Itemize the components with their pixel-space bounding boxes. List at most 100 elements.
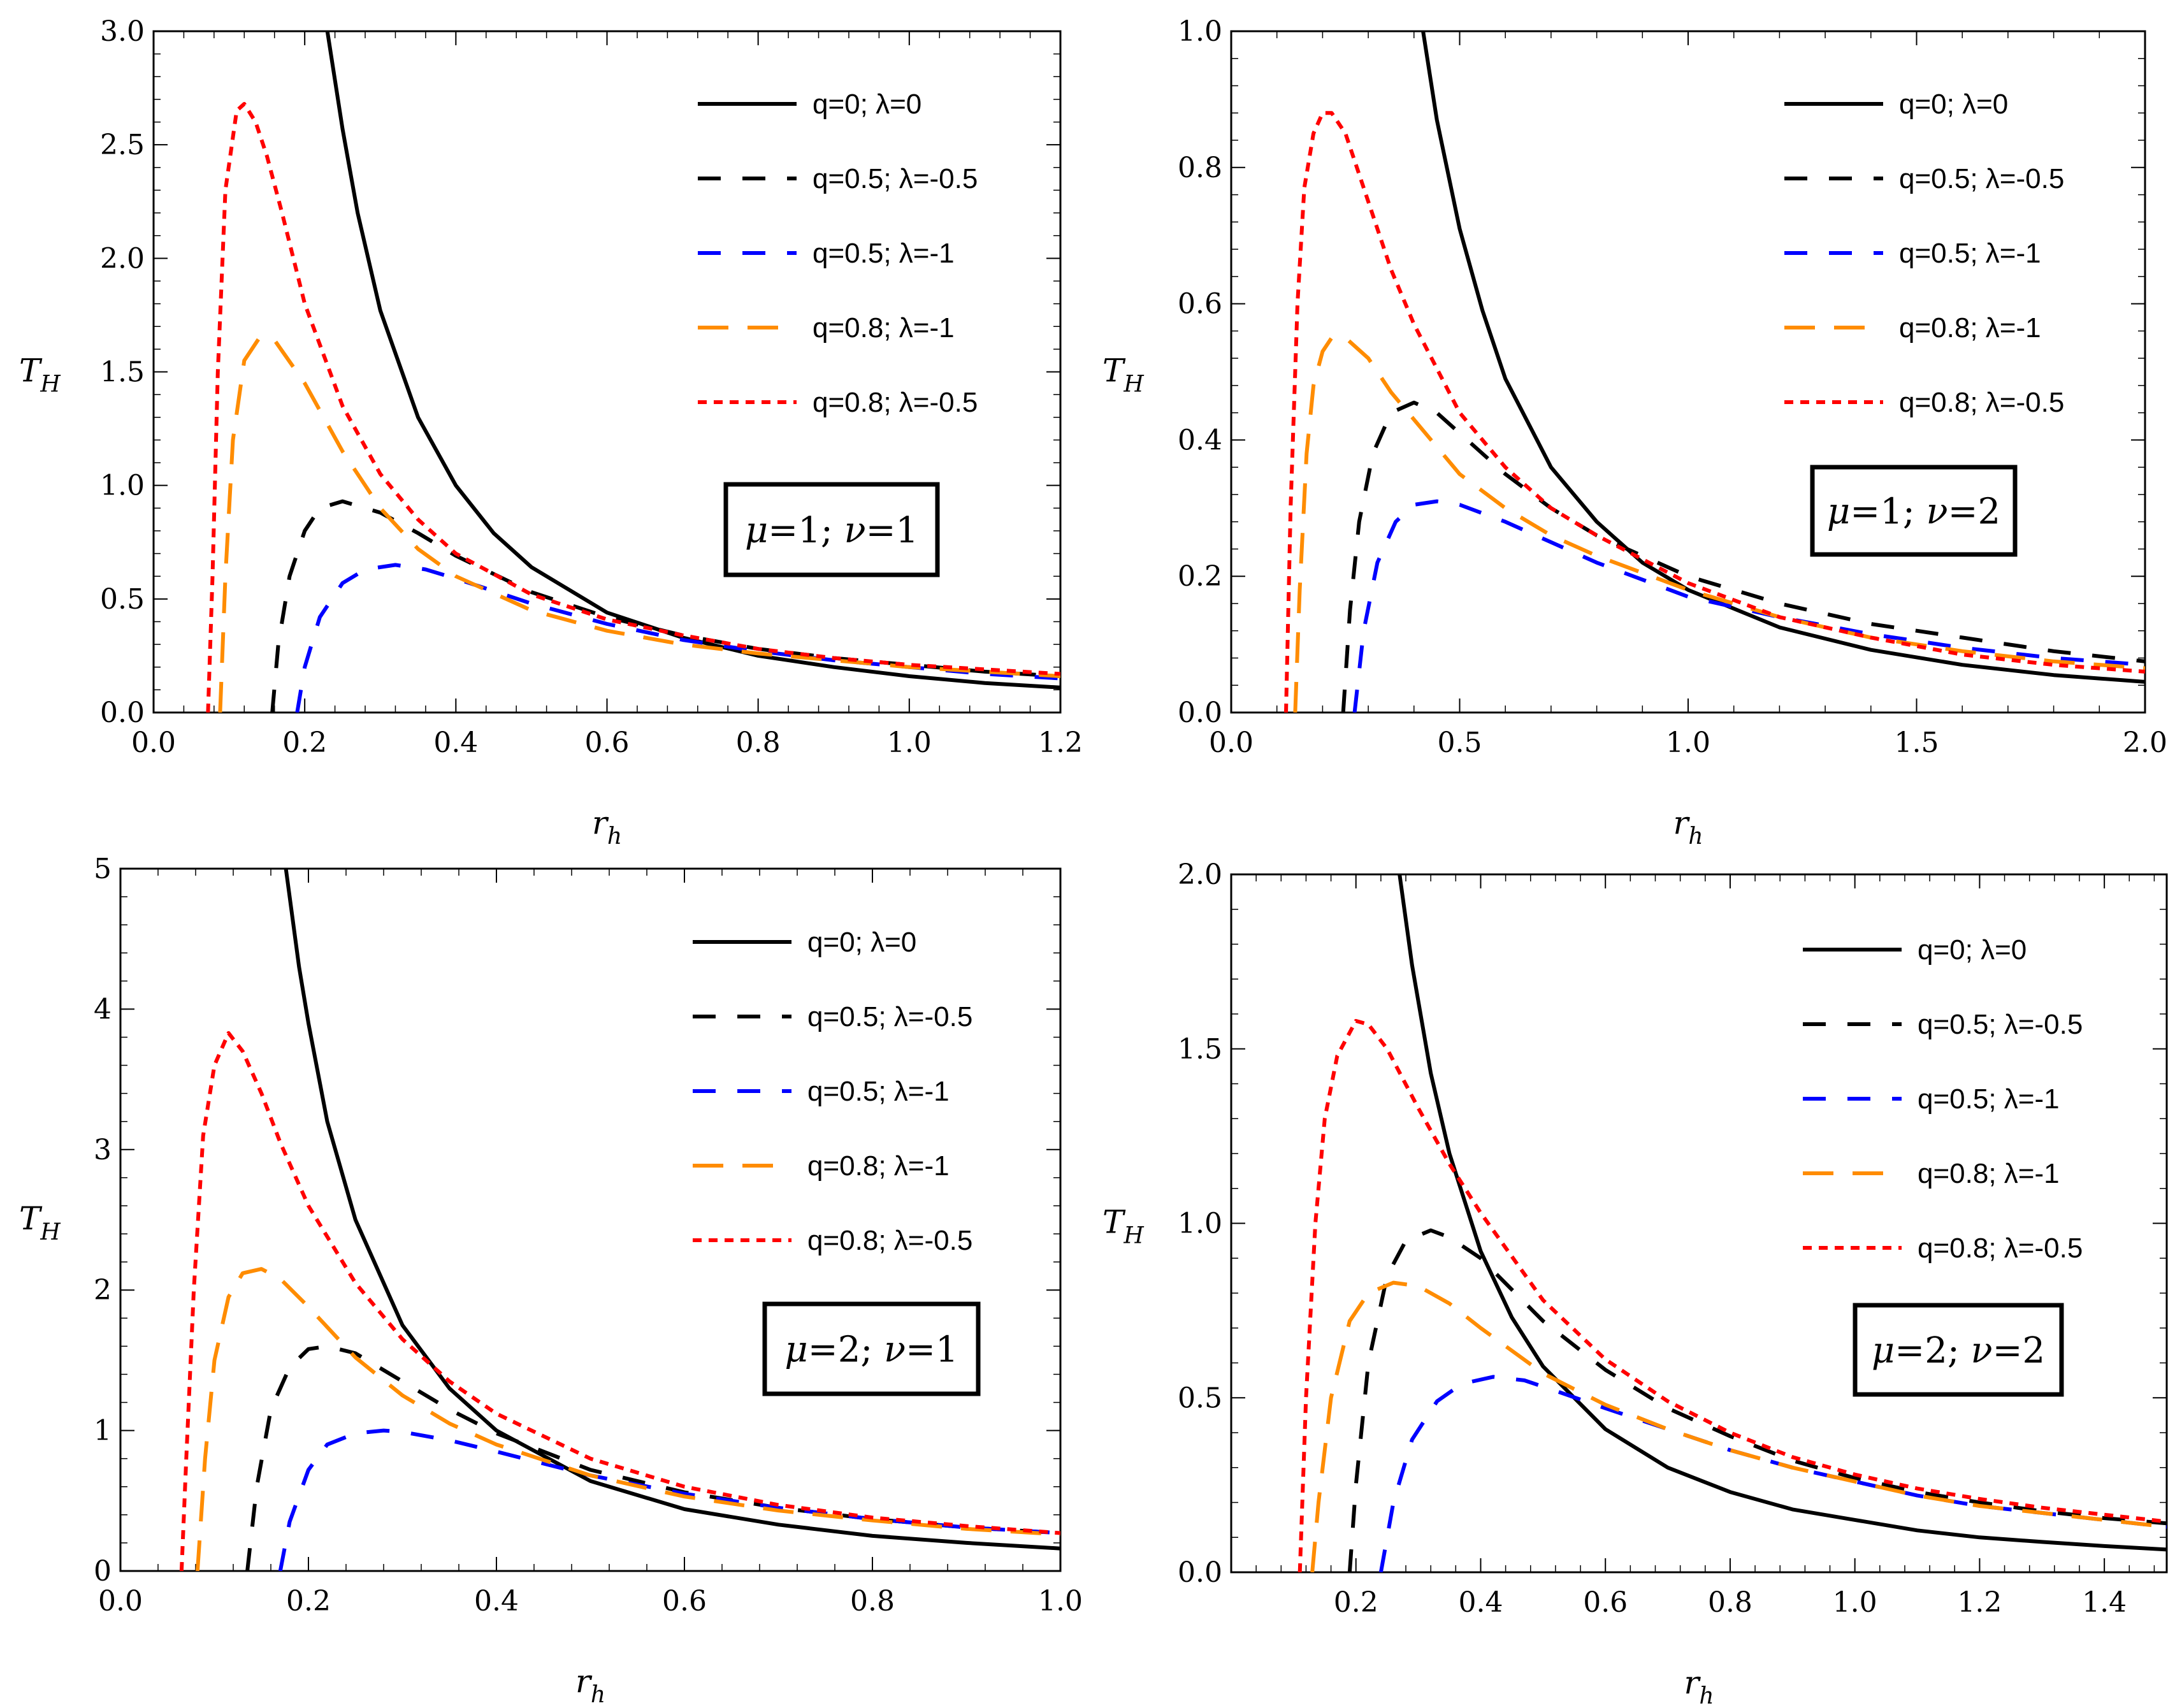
- x-tick-label: 0.5: [1438, 727, 1482, 759]
- y-tick-label: 3.0: [100, 15, 145, 48]
- x-tick-label: 1.2: [1038, 727, 1083, 759]
- legend-label: q=0.8; λ=-0.5: [807, 1225, 972, 1256]
- x-tick-label: 1.4: [2082, 1586, 2127, 1619]
- x-axis-label: rh: [1673, 804, 1703, 850]
- x-tick-label: 0.6: [1583, 1586, 1628, 1619]
- series-line-1: [325, 31, 1060, 690]
- series-line-2: [245, 1344, 1060, 1571]
- legend-label: q=0.5; λ=-1: [1899, 238, 2041, 269]
- x-tick-label: 0.2: [282, 727, 327, 759]
- series-line-5: [206, 102, 1060, 713]
- x-tick-label: 0.4: [474, 1585, 519, 1618]
- plot-frame: [152, 30, 1062, 714]
- legend-label: q=0.8; λ=-1: [1918, 1158, 2060, 1189]
- y-tick-label: 0: [94, 1555, 112, 1588]
- parameter-label: μ=1; ν=2: [1827, 491, 2000, 533]
- x-tick-label: 0.6: [662, 1585, 707, 1618]
- legend-label: q=0.5; λ=-0.5: [1918, 1009, 2083, 1040]
- x-axis-label: rh: [592, 804, 622, 850]
- x-tick-label: 1.0: [1666, 727, 1710, 759]
- chart-panel-3: 0.0 0.2 0.4 0.6 0.8 1.0 0 1 2 3 4 5 rh TH q=0; λ=0 q=0.…: [19, 853, 1083, 1708]
- y-tick-label: 0.5: [100, 583, 145, 616]
- legend-label: q=0; λ=0: [807, 927, 916, 958]
- x-tick-label: 1.0: [887, 727, 932, 759]
- x-tick-label: 0.2: [1334, 1586, 1378, 1619]
- nu-value: 1: [895, 510, 918, 551]
- legend-label: q=0; λ=0: [1899, 89, 2008, 120]
- y-tick-label: 1: [94, 1415, 112, 1447]
- chart-panel-2: 0.0 0.5 1.0 1.5 2.0 0.0 0.2 0.4 0.6 0.8 1.0 rh TH q=0…: [1102, 15, 2167, 850]
- chart-panel-4: 0.2 0.4 0.6 0.8 1.0 1.2 1.4 0.0 0.5 1.0 1.5 2.0 rh TH…: [1102, 858, 2168, 1708]
- x-tick-label: 0.2: [286, 1585, 331, 1618]
- x-tick-label: 0.6: [585, 727, 630, 759]
- series-line-4: [195, 1267, 1060, 1571]
- nu-value: 2: [2022, 1330, 2045, 1371]
- parameter-box: [1810, 465, 2018, 557]
- plot-area: [1284, 31, 2145, 713]
- plot-area: [1297, 874, 2167, 1572]
- legend: q=0; λ=0 q=0.5; λ=-0.5 q=0.5; λ=-1 q=0.8; λ…: [698, 89, 978, 418]
- plot-frame: [119, 867, 1062, 1572]
- x-axis-label: rh: [1684, 1664, 1714, 1708]
- x-tick-label: 0.0: [1209, 727, 1254, 759]
- y-tick-label: 1.0: [1178, 15, 1222, 48]
- legend-label: q=0.5; λ=-0.5: [807, 1001, 972, 1032]
- y-axis-label: TH: [1102, 1204, 1144, 1249]
- y-tick-label: 0.5: [1178, 1382, 1222, 1414]
- parameter-label: μ=2; ν=2: [1872, 1330, 2045, 1371]
- y-tick-label: 0.2: [1178, 560, 1222, 593]
- plot-frame: [1230, 873, 2168, 1574]
- y-axis-label: TH: [19, 1200, 61, 1245]
- legend-label: q=0.5; λ=-1: [813, 238, 955, 269]
- y-tick-label: 0.0: [1178, 1556, 1222, 1589]
- legend-label: q=0.8; λ=-1: [807, 1150, 950, 1182]
- series-line-3: [278, 1428, 1060, 1571]
- parameter-box: [723, 482, 940, 577]
- y-tick-label: 1.5: [1178, 1033, 1222, 1066]
- series-line-4: [1310, 1280, 2167, 1572]
- x-tick-label: 2.0: [2123, 727, 2167, 759]
- y-tick-label: 0.6: [1178, 288, 1222, 321]
- legend: q=0; λ=0 q=0.5; λ=-0.5 q=0.5; λ=-1 q=0.8; λ…: [1803, 934, 2083, 1264]
- series-line-2: [1347, 1228, 2167, 1572]
- series-line-1: [1398, 874, 2167, 1552]
- y-tick-label: 0.8: [1178, 152, 1222, 184]
- y-tick-label: 1.0: [1178, 1208, 1222, 1240]
- y-axis-label: TH: [19, 352, 61, 398]
- y-tick-label: 1.5: [100, 356, 145, 389]
- x-tick-label: 1.2: [1957, 1586, 2002, 1619]
- y-tick-label: 2: [94, 1274, 112, 1306]
- nu-value: 1: [936, 1329, 958, 1371]
- series-line-5: [179, 1031, 1060, 1571]
- series-line-2: [1341, 400, 2145, 713]
- legend-label: q=0.5; λ=-1: [1918, 1083, 2060, 1115]
- mu-value: 2: [1925, 1330, 1947, 1371]
- parameter-label: μ=1; ν=1: [745, 510, 918, 551]
- x-tick-label: 0.0: [131, 727, 176, 759]
- y-tick-label: 2.5: [100, 129, 145, 161]
- mu-value: 1: [1880, 491, 1903, 533]
- y-tick-label: 3: [94, 1134, 112, 1166]
- x-tick-label: 1.5: [1895, 727, 1939, 759]
- plot-area: [206, 31, 1060, 713]
- parameter-label: μ=2; ν=1: [784, 1329, 958, 1371]
- legend-label: q=0.8; λ=-0.5: [1918, 1233, 2083, 1264]
- legend: q=0; λ=0 q=0.5; λ=-0.5 q=0.5; λ=-1 q=0.8; λ…: [693, 927, 972, 1256]
- series-line-5: [1297, 1018, 2167, 1572]
- x-tick-label: 0.8: [736, 727, 781, 759]
- parameter-box: [762, 1301, 981, 1396]
- y-tick-label: 2.0: [100, 242, 145, 275]
- legend: q=0; λ=0 q=0.5; λ=-0.5 q=0.5; λ=-1 q=0.8; λ…: [1784, 89, 2064, 418]
- plot-area: [179, 869, 1060, 1571]
- y-tick-label: 0.0: [100, 697, 145, 729]
- mu-value: 1: [798, 510, 821, 551]
- x-axis-label: rh: [575, 1663, 605, 1708]
- x-tick-label: 0.8: [850, 1585, 895, 1618]
- y-tick-label: 2.0: [1178, 858, 1222, 891]
- y-tick-label: 1.0: [100, 470, 145, 502]
- y-tick-label: 0.4: [1178, 424, 1222, 456]
- legend-label: q=0.5; λ=-0.5: [1899, 163, 2064, 194]
- legend-label: q=0; λ=0: [1918, 934, 2027, 966]
- y-axis-label: TH: [1102, 352, 1144, 398]
